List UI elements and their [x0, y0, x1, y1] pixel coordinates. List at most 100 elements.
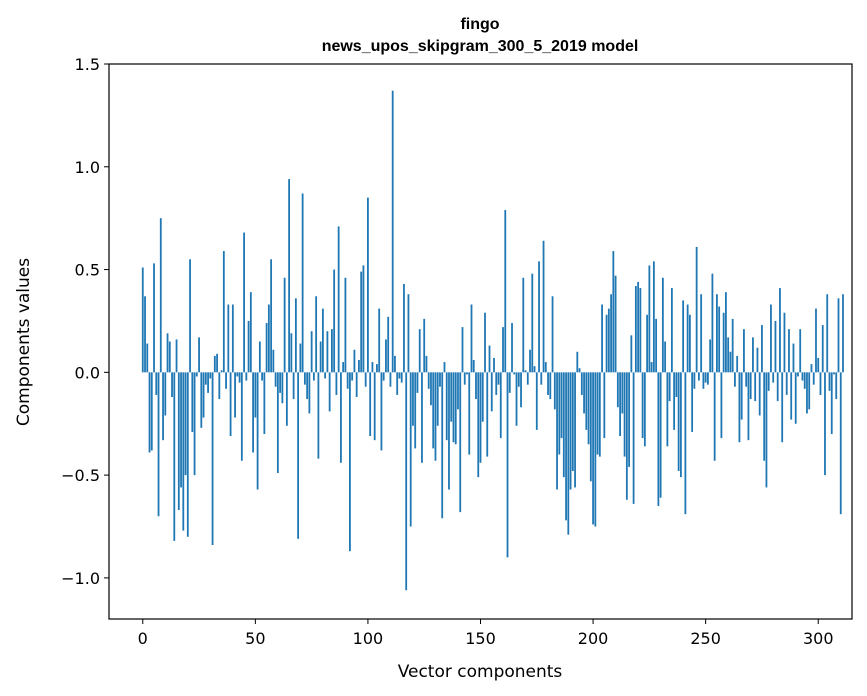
bar — [707, 372, 709, 385]
bar — [596, 372, 599, 455]
bar — [720, 372, 723, 439]
bar — [743, 329, 745, 373]
y-axis-label: Components values — [14, 258, 34, 426]
x-tick-label: 150 — [465, 629, 496, 648]
bar — [270, 259, 273, 373]
bar — [643, 372, 646, 447]
bar — [747, 372, 750, 441]
bar — [229, 372, 232, 437]
bar — [781, 372, 784, 443]
bar — [315, 296, 318, 373]
bar — [450, 372, 453, 422]
bar — [625, 372, 628, 500]
x-tick-label: 50 — [245, 629, 265, 648]
bar — [288, 179, 291, 373]
bar — [441, 372, 444, 519]
bar — [790, 372, 793, 420]
bar — [385, 339, 387, 373]
bar — [416, 372, 419, 393]
bar — [403, 283, 405, 373]
bar — [497, 372, 500, 385]
bar — [391, 90, 394, 373]
bar — [186, 372, 189, 537]
bar — [661, 277, 664, 373]
bar — [218, 372, 221, 400]
bar — [153, 263, 155, 373]
bar — [740, 372, 743, 420]
bar — [421, 372, 423, 463]
bar — [587, 372, 590, 445]
bar — [495, 372, 498, 395]
bar — [752, 337, 754, 373]
bar — [702, 372, 705, 389]
bar — [520, 372, 522, 408]
bar — [522, 277, 525, 373]
bar — [396, 372, 399, 395]
bar — [794, 372, 797, 424]
bar — [481, 372, 484, 422]
bar — [632, 372, 635, 504]
y-axis-ticks: −1.0 −0.5 0.0 0.5 1.0 1.5 — [61, 55, 109, 588]
bar — [659, 372, 662, 498]
bar — [736, 355, 739, 373]
bar — [432, 372, 435, 449]
bar — [234, 372, 236, 418]
bar — [835, 372, 838, 400]
bar — [319, 341, 322, 373]
y-tick-label: 0.0 — [75, 363, 100, 382]
bar — [772, 372, 775, 383]
bar — [562, 372, 565, 478]
bar — [580, 372, 583, 395]
bar — [812, 372, 815, 385]
bar — [256, 372, 259, 490]
bar — [767, 372, 770, 391]
bar — [693, 372, 696, 389]
bar — [803, 372, 806, 389]
bar — [430, 372, 432, 406]
bar — [299, 343, 302, 373]
bar — [369, 372, 372, 437]
bar — [180, 372, 182, 488]
bar — [405, 372, 408, 591]
bar — [513, 372, 516, 375]
bar — [668, 372, 671, 402]
bar — [634, 286, 637, 373]
bar — [535, 372, 538, 430]
bar — [553, 372, 556, 410]
bar — [171, 372, 173, 397]
bar — [243, 232, 245, 373]
bar — [817, 357, 820, 373]
bar — [641, 372, 644, 439]
bar — [258, 341, 261, 373]
bar — [162, 372, 164, 441]
bar — [310, 331, 313, 373]
bar — [628, 372, 630, 467]
bar — [666, 372, 669, 447]
bar — [457, 372, 459, 410]
bar — [475, 372, 477, 400]
bar — [506, 372, 509, 558]
bar — [605, 314, 608, 373]
bar — [281, 372, 284, 404]
bar — [184, 372, 187, 476]
bar — [155, 372, 158, 395]
bar — [830, 372, 833, 434]
bar — [511, 323, 513, 373]
bar — [254, 372, 257, 418]
bar — [193, 372, 196, 476]
bar — [409, 372, 412, 527]
bar — [272, 349, 275, 373]
bar — [538, 261, 540, 373]
bar — [526, 372, 529, 385]
bar — [198, 337, 200, 373]
bar — [443, 362, 446, 373]
bar — [556, 372, 558, 490]
bar — [603, 372, 606, 439]
bar — [754, 372, 757, 402]
bar — [342, 362, 345, 373]
bar — [585, 372, 588, 430]
plot-area-frame — [108, 63, 853, 620]
bar — [529, 349, 531, 373]
bar — [679, 372, 682, 478]
bar — [168, 341, 171, 373]
